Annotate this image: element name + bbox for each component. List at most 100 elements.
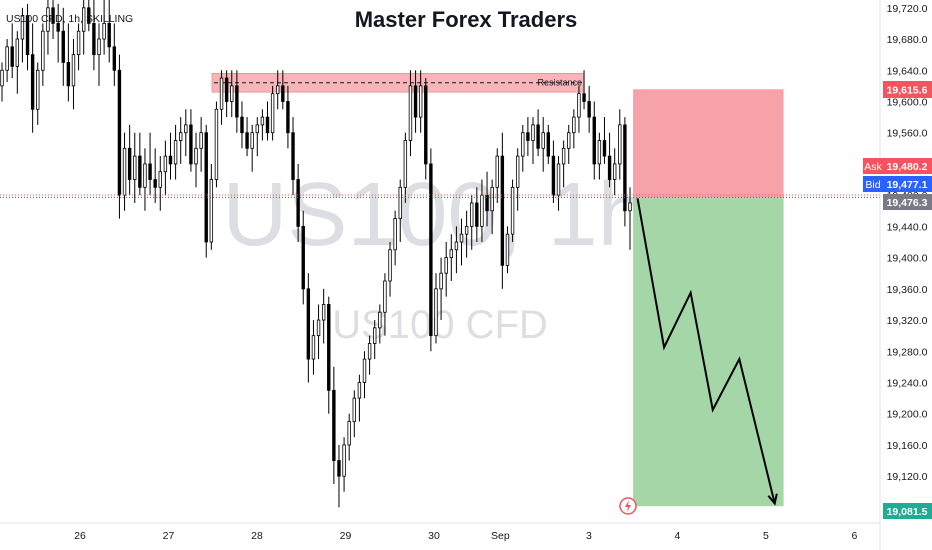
candle-body xyxy=(521,132,525,157)
candle-body xyxy=(25,15,30,56)
candle-body xyxy=(138,155,142,188)
price-tick-label: 19,600.0 xyxy=(887,96,928,108)
candle-body xyxy=(61,30,65,63)
candle-body xyxy=(199,132,203,149)
candle-body xyxy=(485,194,489,212)
candle-body xyxy=(107,23,111,48)
candle-body xyxy=(480,194,484,227)
candle-body xyxy=(444,257,448,274)
candle-body xyxy=(276,85,280,95)
watermark-description: US100 CFD xyxy=(332,303,548,347)
candle-body xyxy=(454,241,459,251)
candle-body xyxy=(424,85,428,165)
candle-body xyxy=(393,218,397,251)
candle-body xyxy=(291,132,295,180)
candle-body xyxy=(464,225,469,235)
take-profit-zone xyxy=(633,198,784,507)
candle-body xyxy=(168,155,173,165)
time-tick-label: Sep xyxy=(491,530,510,542)
candle-body xyxy=(449,249,454,258)
candle-body xyxy=(561,147,566,165)
price-tick-label: 19,640.0 xyxy=(887,65,928,77)
candle-body xyxy=(148,163,152,180)
price-tick-label: 19,400.0 xyxy=(887,253,928,265)
svg-text:19,081.5: 19,081.5 xyxy=(887,506,928,518)
candle-body xyxy=(224,77,229,102)
candle-body xyxy=(362,358,367,383)
time-tick-label: 28 xyxy=(251,530,263,542)
candle-body xyxy=(56,23,60,32)
candle-body xyxy=(577,93,581,118)
zones: Resistance xyxy=(211,72,784,507)
candle-body xyxy=(439,272,443,290)
candle-body xyxy=(434,288,438,337)
candle-body xyxy=(81,7,86,32)
candle-body xyxy=(551,155,556,196)
price-tick-label: 19,120.0 xyxy=(887,471,928,483)
price-axis[interactable]: 19,720.0 19,680.0 19,640.0 19,600.0 19,560.0… xyxy=(887,3,928,483)
candle-body xyxy=(219,77,224,110)
candle-body xyxy=(76,30,81,56)
candle-body xyxy=(255,124,259,134)
candle-body xyxy=(209,179,214,243)
candle-body xyxy=(623,124,627,212)
price-tick-label: 19,280.0 xyxy=(887,346,928,358)
candle-body xyxy=(607,155,612,180)
candle-body xyxy=(143,163,147,188)
candle-body xyxy=(30,54,35,110)
flash-icon[interactable] xyxy=(619,497,637,515)
candle-body xyxy=(46,7,50,32)
candle-body xyxy=(306,288,311,360)
projection-arrowhead xyxy=(767,493,778,506)
candle-body xyxy=(281,85,285,102)
candle-body xyxy=(117,69,122,196)
candle-body xyxy=(102,23,106,40)
candle-body xyxy=(260,116,265,126)
candle-body xyxy=(127,147,132,180)
time-axis[interactable]: 26 27 28 29 30 Sep 3 4 5 6 xyxy=(74,530,857,542)
candle-body xyxy=(337,460,341,477)
candle-body xyxy=(71,54,76,87)
candle-body xyxy=(5,46,9,71)
candle-body xyxy=(373,327,377,344)
candle-body xyxy=(66,62,71,87)
candle-body xyxy=(587,101,591,118)
candle-body xyxy=(408,85,413,141)
price-tick-label: 19,320.0 xyxy=(887,315,928,327)
candle-body xyxy=(536,124,540,149)
candle-body xyxy=(189,124,193,165)
candle-body xyxy=(173,140,178,165)
candle-body xyxy=(230,85,234,102)
candle-body xyxy=(250,132,254,149)
symbol-label[interactable]: US100 CFD, 1h, SKILLING xyxy=(6,13,133,25)
candle-body xyxy=(10,46,14,67)
candle-body xyxy=(342,444,346,477)
candle-body xyxy=(184,124,188,134)
candle-body xyxy=(321,304,326,321)
bid-value: 19,477.1 xyxy=(887,179,928,191)
price-tick-label: 19,200.0 xyxy=(887,409,928,421)
candle-body xyxy=(413,85,418,118)
candle-body xyxy=(388,249,392,282)
ask-label: Ask xyxy=(864,161,882,173)
time-tick-label: 29 xyxy=(340,530,352,542)
projection-path xyxy=(636,198,776,504)
candle-body xyxy=(556,163,561,196)
candle-body xyxy=(122,147,127,196)
candle-body xyxy=(618,124,622,165)
price-tick-label: 19,720.0 xyxy=(887,3,928,15)
candle-body xyxy=(235,85,239,118)
candle-body xyxy=(265,116,270,134)
candle-body xyxy=(194,147,198,165)
candles xyxy=(0,0,632,508)
candle-body xyxy=(204,132,208,243)
ask-price-tag: Ask 19,480.2 xyxy=(863,158,932,174)
candle-body xyxy=(133,155,137,180)
candle-body xyxy=(163,155,168,173)
candle-body xyxy=(572,116,576,134)
candle-body xyxy=(97,38,101,56)
price-tick-label: 19,360.0 xyxy=(887,284,928,296)
overlays xyxy=(0,194,880,506)
candle-body xyxy=(112,46,117,71)
